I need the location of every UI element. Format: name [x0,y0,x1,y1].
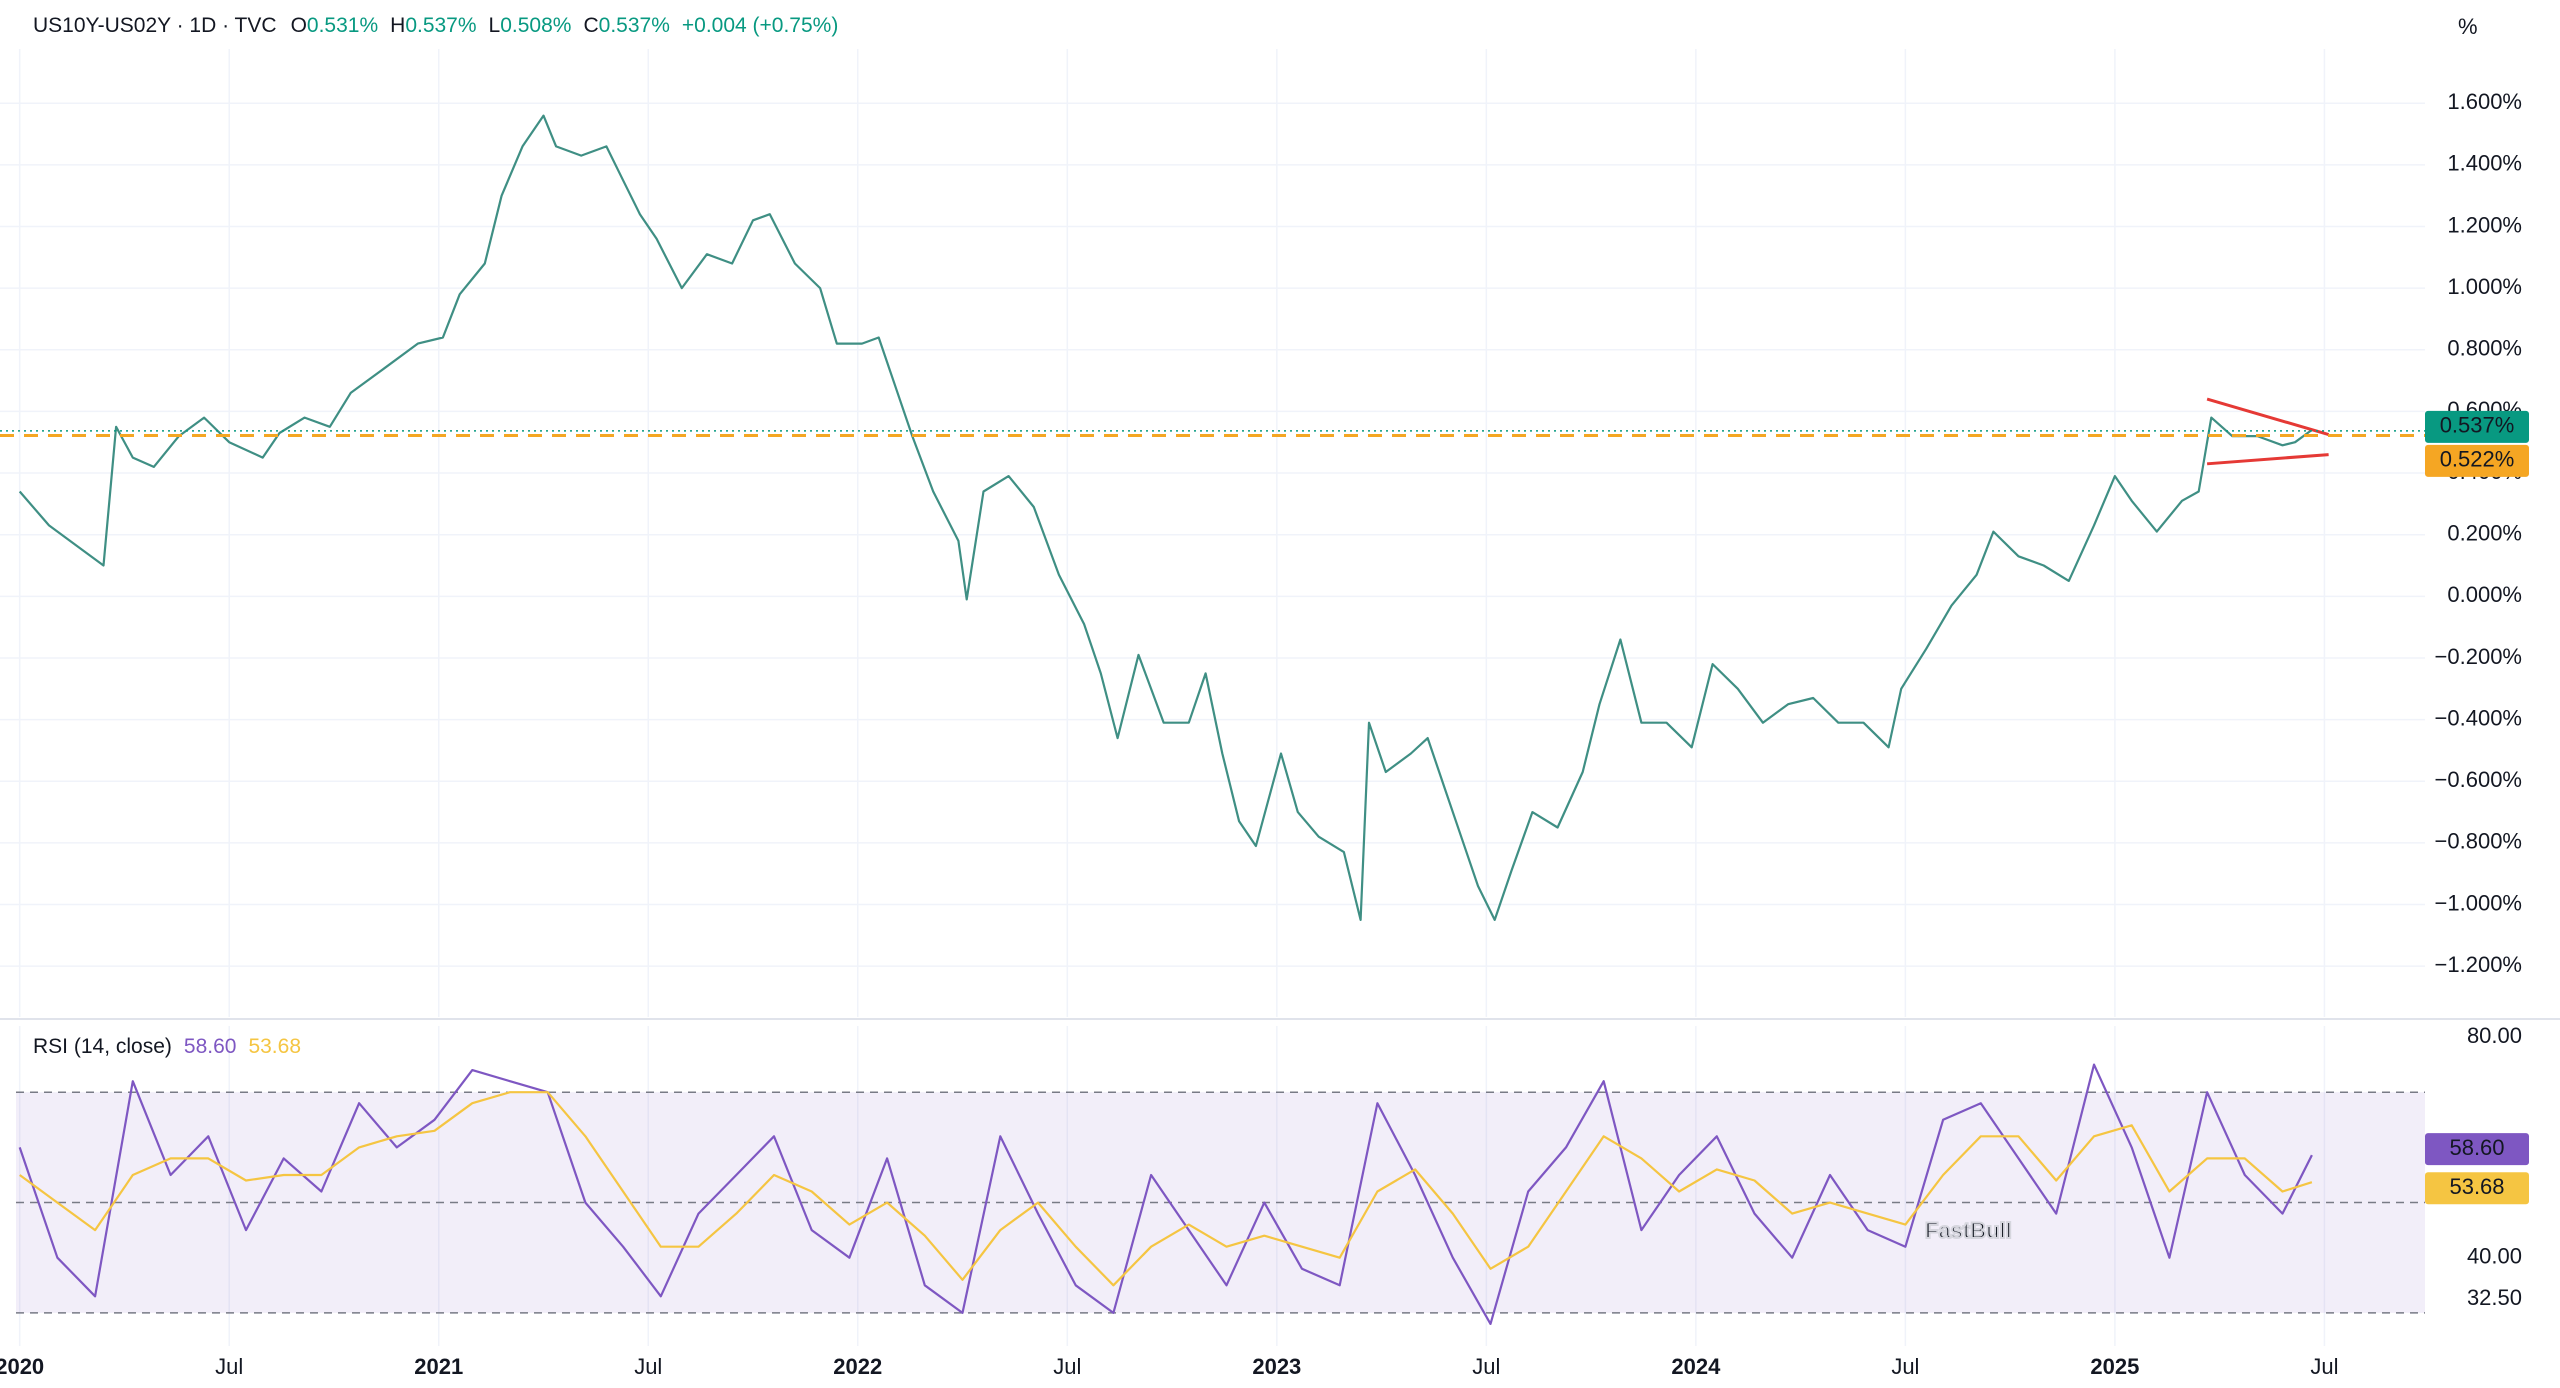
rsi-title: RSI (14, close) [33,1035,172,1058]
y-tick-label: −0.400% [2435,705,2522,730]
trendline [2206,397,2330,436]
x-tick-label: 2020 [0,1354,44,1379]
ohlc-key: C [583,14,598,37]
series-line [19,1091,2313,1287]
x-tick-label: Jul [1472,1354,1500,1379]
y-tick-label: 0.800% [2447,336,2522,361]
y-tick-label: 1.600% [2447,89,2522,114]
x-tick-label: 2025 [2090,1354,2139,1379]
ohlc-key: O [291,14,307,37]
y-tick-label: 1.000% [2447,274,2522,299]
y-tick-label: 1.400% [2447,151,2522,176]
level-box [2425,444,2529,477]
x-tick-label: 2022 [833,1354,882,1379]
x-tick-label: Jul [1053,1354,1081,1379]
trendline [2206,453,2329,466]
last-price-label: 0.537% [2440,413,2515,438]
x-tick-label: 2021 [414,1354,463,1379]
ohlc-value: 0.537% [599,14,670,37]
ohlc-value: 0.537% [405,14,476,37]
y-tick-label: −0.200% [2435,644,2522,669]
ohlc-value: 0.531% [307,14,378,37]
y-tick-label: 80.00 [2467,1023,2522,1048]
x-tick-label: Jul [215,1354,243,1379]
y-tick-label: −0.800% [2435,829,2522,854]
x-tick-label: Jul [1891,1354,1919,1379]
series-line [18,114,2313,921]
y-tick-label: −1.000% [2435,890,2522,915]
level-label: 0.522% [2440,447,2515,472]
rsi-value-label: 53.68 [2449,1174,2504,1199]
y-tick-label: 0.000% [2447,582,2522,607]
x-tick-label: Jul [2310,1354,2338,1379]
symbol: US10Y-US02Y · 1D · TVC [33,14,277,37]
ohlc-key: L [489,14,501,37]
rsi-legend-value: 58.60 [184,1035,237,1058]
legend: US10Y-US02Y · 1D · TVC O0.531% H0.537% L0.5… [33,14,838,37]
x-tick-label: 2024 [1671,1354,1721,1379]
y-tick-label: 0.200% [2447,521,2522,546]
watermark: FastBull [1925,1218,2012,1243]
rsi-legend: RSI (14, close) 58.60 53.68 [33,1035,301,1058]
y-tick-label: 1.200% [2447,212,2522,237]
x-tick-label: 2023 [1252,1354,1301,1379]
rsi-value-label: 58.60 [2449,1135,2504,1160]
y-tick-label: −0.600% [2435,767,2522,792]
ohlc-key: H [390,14,405,37]
y-tick-label: −1.200% [2435,952,2522,977]
x-tick-label: Jul [634,1354,662,1379]
rsi-legend-value: 53.68 [248,1035,301,1058]
y-tick-label: 32.50 [2467,1285,2522,1310]
rsi-value-box [2425,1172,2529,1205]
unit-label: % [2458,14,2478,39]
series-line [18,1063,2313,1325]
change: +0.004 (+0.75%) [682,14,838,37]
last-price-box [2425,410,2529,443]
y-tick-label: 40.00 [2467,1244,2522,1269]
ohlc-value: 0.508% [500,14,571,37]
rsi-value-box [2425,1133,2529,1166]
